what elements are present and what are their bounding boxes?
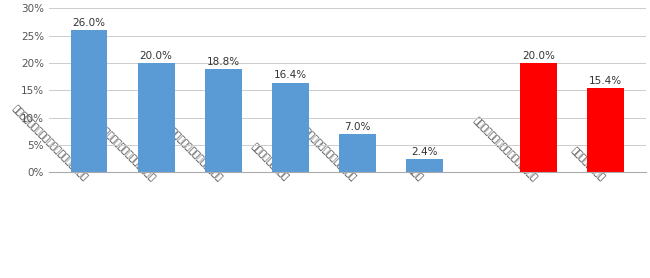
Bar: [339, 134, 376, 172]
Bar: [272, 83, 309, 172]
Bar: [587, 88, 624, 172]
Bar: [205, 70, 242, 172]
Text: 15.4%: 15.4%: [589, 76, 622, 86]
Text: 18.8%: 18.8%: [207, 57, 240, 67]
Text: 16.4%: 16.4%: [274, 70, 307, 80]
Text: 2.4%: 2.4%: [411, 147, 437, 157]
Bar: [138, 63, 175, 172]
Bar: [520, 63, 557, 172]
Text: 26.0%: 26.0%: [73, 18, 105, 28]
Bar: [71, 30, 107, 172]
Text: 20.0%: 20.0%: [140, 51, 172, 61]
Text: 7.0%: 7.0%: [344, 122, 370, 132]
Bar: [406, 159, 443, 172]
Text: 20.0%: 20.0%: [522, 51, 555, 61]
